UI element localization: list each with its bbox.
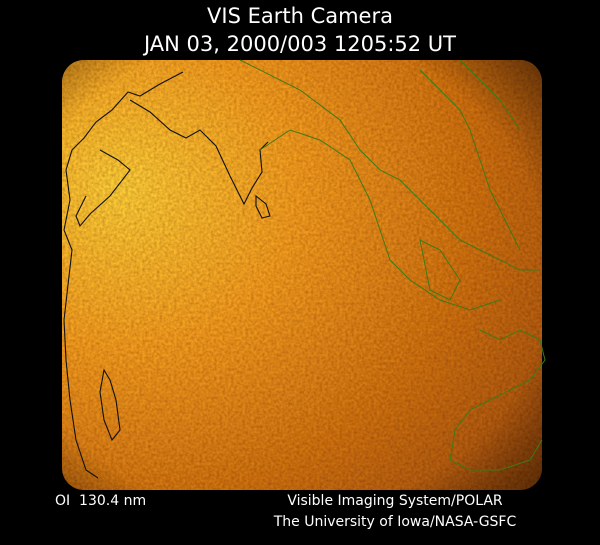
earth-image — [62, 60, 542, 490]
instrument: Visible Imaging System/POLAR — [287, 493, 503, 509]
coastlines-west — [63, 71, 271, 479]
timestamp: JAN 03, 2000/003 1205:52 UT — [142, 32, 456, 56]
institution: The University of Iowa/NASA-GSFC — [273, 514, 517, 530]
coastlines-east — [239, 59, 546, 471]
title: VIS Earth Camera — [207, 4, 393, 28]
wavelength: OI 130.4 nm — [55, 493, 146, 509]
